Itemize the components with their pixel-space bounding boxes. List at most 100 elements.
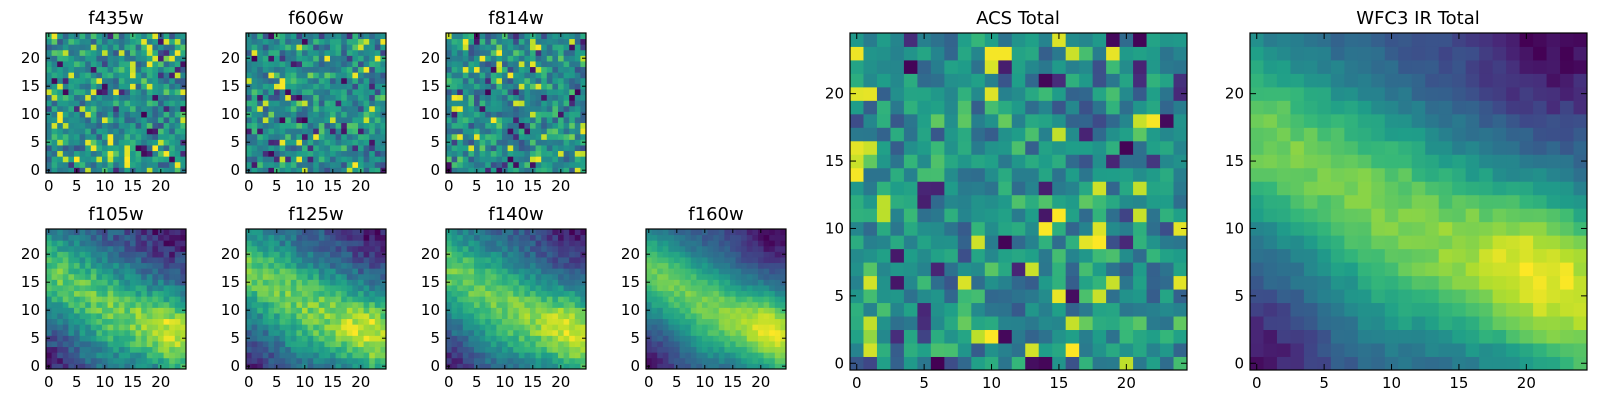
- heatmap-cell: [158, 357, 165, 364]
- heatmap-cell: [679, 234, 686, 241]
- heatmap-cell: [51, 329, 58, 336]
- heatmap-cell: [546, 240, 553, 247]
- heatmap-cell: [541, 105, 548, 112]
- heatmap-cell: [363, 156, 370, 163]
- heatmap-cell: [741, 324, 748, 331]
- heatmap-cell: [163, 61, 170, 68]
- heatmap-cell: [930, 343, 945, 357]
- heatmap-cell: [546, 167, 553, 174]
- heatmap-cell: [518, 357, 525, 364]
- heatmap-cell: [268, 44, 275, 51]
- y-tick-label: 10: [221, 301, 240, 319]
- heatmap-cell: [730, 318, 737, 325]
- heatmap-cell: [169, 245, 176, 252]
- y-tick-label: 0: [30, 161, 40, 179]
- heatmap-cell: [563, 145, 570, 152]
- heatmap-cell: [363, 122, 370, 129]
- heatmap-cell: [152, 105, 159, 112]
- heatmap-cell: [1052, 181, 1067, 196]
- heatmap-cell: [163, 33, 170, 40]
- heatmap-cell: [657, 240, 664, 247]
- heatmap-cell: [457, 167, 464, 174]
- heatmap-cell: [496, 33, 503, 40]
- heatmap-cell: [335, 346, 342, 353]
- heatmap-cell: [341, 61, 348, 68]
- heatmap-cell: [374, 229, 381, 236]
- heatmap-cell: [152, 301, 159, 308]
- heatmap-cell: [51, 313, 58, 320]
- heatmap-cell: [146, 83, 153, 90]
- heatmap-cell: [574, 313, 581, 320]
- heatmap-cell: [68, 262, 75, 269]
- heatmap-cell: [330, 72, 337, 79]
- heatmap-cell: [57, 245, 64, 252]
- heatmap-cell: [285, 161, 292, 168]
- heatmap-cell: [62, 61, 69, 68]
- heatmap-cell: [74, 161, 81, 168]
- heatmap-cell: [558, 83, 565, 90]
- heatmap-cell: [251, 44, 258, 51]
- heatmap-cell: [146, 49, 153, 56]
- heatmap-cell: [713, 262, 720, 269]
- heatmap-cell: [113, 83, 120, 90]
- heatmap-cell: [518, 251, 525, 258]
- heatmap-cell: [268, 279, 275, 286]
- heatmap-cell: [113, 324, 120, 331]
- heatmap-cell: [657, 245, 664, 252]
- heatmap-cell: [468, 285, 475, 292]
- heatmap-cell: [113, 307, 120, 314]
- heatmap-cell: [474, 133, 481, 140]
- heatmap-cell: [262, 352, 269, 359]
- heatmap-cell: [341, 128, 348, 135]
- heatmap-cell: [462, 44, 469, 51]
- heatmap-cell: [163, 83, 170, 90]
- heatmap-cell: [552, 285, 559, 292]
- heatmap-cell: [262, 167, 269, 174]
- heatmap-cell: [307, 83, 314, 90]
- heatmap-cell: [769, 329, 776, 336]
- heatmap-cell: [79, 44, 86, 51]
- heatmap-cell: [307, 94, 314, 101]
- heatmap-cell: [330, 257, 337, 264]
- heatmap-cell: [541, 357, 548, 364]
- heatmap-cell: [1092, 262, 1107, 277]
- heatmap-cell: [558, 105, 565, 112]
- heatmap-cell: [496, 279, 503, 286]
- heatmap-cell: [758, 313, 765, 320]
- heatmap-cell: [380, 346, 387, 353]
- heatmap-cell: [51, 83, 58, 90]
- heatmap-cell: [68, 77, 75, 84]
- heatmap-cell: [496, 83, 503, 90]
- heatmap-cell: [998, 329, 1013, 344]
- heatmap-cell: [169, 61, 176, 68]
- heatmap-cell: [546, 133, 553, 140]
- heatmap-cell: [380, 61, 387, 68]
- heatmap-cell: [535, 352, 542, 359]
- heatmap-cell: [335, 105, 342, 112]
- heatmap-cell: [507, 273, 514, 280]
- heatmap-cell: [107, 122, 114, 129]
- heatmap-cell: [307, 105, 314, 112]
- heatmap-cell: [335, 318, 342, 325]
- heatmap-cell: [85, 268, 92, 275]
- heatmap-cell: [313, 156, 320, 163]
- heatmap-cell: [479, 139, 486, 146]
- heatmap-cell: [296, 161, 303, 168]
- heatmap-cell: [763, 262, 770, 269]
- heatmap-cell: [984, 343, 999, 357]
- heatmap-cell: [57, 38, 64, 45]
- heatmap-cell: [330, 262, 337, 269]
- heatmap-cell: [535, 273, 542, 280]
- heatmap-cell: [451, 251, 458, 258]
- heatmap-cell: [113, 145, 120, 152]
- heatmap-cell: [380, 100, 387, 107]
- heatmap-cell: [535, 301, 542, 308]
- heatmap-cell: [152, 89, 159, 96]
- heatmap-cell: [741, 273, 748, 280]
- heatmap-cell: [903, 248, 918, 263]
- heatmap-cell: [563, 318, 570, 325]
- heatmap-cell: [180, 105, 187, 112]
- x-tick-label: 20: [151, 373, 170, 391]
- heatmap-cell: [707, 257, 714, 264]
- heatmap-cell: [318, 105, 325, 112]
